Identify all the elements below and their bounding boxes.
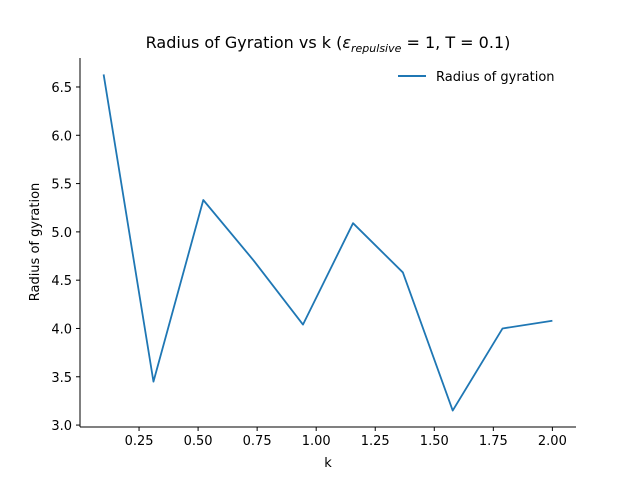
y-tick-label: 6.0: [51, 129, 72, 144]
y-axis-label: Radius of gyration: [28, 183, 43, 302]
x-axis-label: k: [324, 456, 332, 471]
chart-title: Radius of Gyration vs k (εrepulsive = 1,…: [146, 33, 511, 55]
x-tick-label: 2.00: [538, 434, 567, 449]
legend: Radius of gyration: [398, 70, 555, 85]
y-tick-label: 4.0: [51, 322, 72, 337]
x-tick-label: 1.50: [420, 434, 449, 449]
y-tick-label: 3.5: [51, 371, 72, 386]
legend-label: Radius of gyration: [436, 70, 555, 85]
series-line: [102, 74, 553, 412]
x-tick-label: 1.25: [361, 434, 390, 449]
x-ticks: 0.25 0.50 0.75 1.00 1.25 1.50 1.75 2.00: [125, 427, 567, 449]
x-tick-label: 1.00: [302, 434, 331, 449]
y-tick-label: 6.5: [51, 81, 72, 96]
y-tick-label: 4.5: [51, 274, 72, 289]
x-tick-label: 0.25: [125, 434, 154, 449]
y-tick-label: 3.0: [51, 419, 72, 434]
y-tick-label: 5.5: [51, 178, 72, 193]
x-tick-label: 0.75: [243, 434, 272, 449]
y-tick-label: 5.0: [51, 226, 72, 241]
y-ticks: 3.0 3.5 4.0 4.5 5.0 5.5 6.0 6.5: [51, 81, 80, 434]
x-tick-label: 1.75: [479, 434, 508, 449]
plot-area: [102, 74, 553, 412]
x-tick-label: 0.50: [184, 434, 213, 449]
